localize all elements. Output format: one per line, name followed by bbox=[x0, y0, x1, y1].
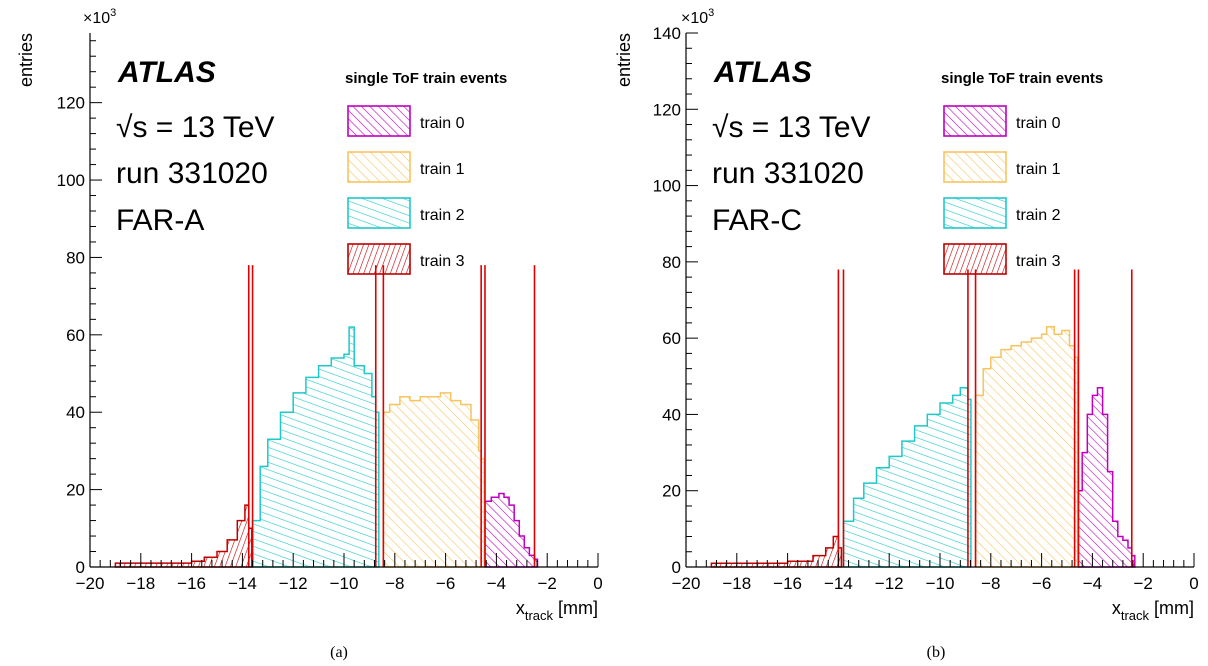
panel-a-y-tick-label-5: 100 bbox=[57, 171, 85, 190]
panel-a-legend-label-1: train 1 bbox=[420, 161, 465, 178]
panel-b-caption: (b) bbox=[927, 644, 946, 661]
panel-b-x-tick-label-2: −16 bbox=[773, 574, 802, 593]
panel-b-y-tick-label-3: 60 bbox=[662, 329, 681, 348]
panel-b-series-3 bbox=[710, 535, 843, 568]
panel-b-x-tick-label-5: −10 bbox=[926, 574, 955, 593]
panel-a-legend-title: single ToF train events bbox=[345, 70, 507, 87]
panel-a-x-tick-label-4: −12 bbox=[279, 574, 308, 593]
panel-b-legend-swatch-2 bbox=[943, 197, 1007, 229]
panel-b-legend-title: single ToF train events bbox=[941, 70, 1103, 87]
panel-b-x-tick-label-1: −18 bbox=[722, 574, 751, 593]
panel-a-y-tick-label-2: 40 bbox=[66, 403, 85, 422]
panel-b-x-tick-label-3: −14 bbox=[824, 574, 853, 593]
panel-a-station-label: FAR-A bbox=[116, 204, 204, 237]
panel-b-y-tick-label-4: 80 bbox=[662, 253, 681, 272]
panel-a-legend-swatch-0 bbox=[347, 105, 411, 137]
panel-b-y-tick-label-7: 140 bbox=[653, 24, 681, 43]
panel-a-x-tick-label-9: −2 bbox=[538, 574, 557, 593]
panel-a-xlabel: xtrack [mm] bbox=[516, 598, 598, 623]
panel-b-legend: train 0 train 1 train 2 train 3 bbox=[943, 105, 1061, 275]
panel-a-x-tick-label-6: −8 bbox=[385, 574, 404, 593]
panel-a-vlines-layer bbox=[247, 265, 536, 567]
panel-b-run-label: run 331020 bbox=[712, 157, 864, 190]
panel-a-series-3 bbox=[114, 504, 253, 568]
panel-b-station-label: FAR-C bbox=[712, 204, 802, 237]
panel-a-legend-label-3: train 3 bbox=[420, 253, 465, 270]
panel-b-ylabel: entries bbox=[614, 33, 634, 87]
panel-b-y-tick-label-5: 100 bbox=[653, 177, 681, 196]
panel-b-x-tick-label-7: −6 bbox=[1032, 574, 1051, 593]
panel-a-series-0 bbox=[484, 492, 539, 568]
panel-b-series-0 bbox=[1077, 386, 1136, 568]
panel-a-atlas-label: ATLAS bbox=[117, 56, 216, 89]
panel-b-y-tick-label-6: 120 bbox=[653, 100, 681, 119]
panel-a-caption: (a) bbox=[330, 644, 348, 661]
panel-a-x-tick-label-3: −14 bbox=[228, 574, 257, 593]
panel-b-legend-swatch-1 bbox=[943, 151, 1007, 183]
panel-b-xlabel: xtrack [mm] bbox=[1112, 598, 1194, 623]
panel-b-series-1 bbox=[974, 325, 1079, 568]
panel-b-legend-swatch-3 bbox=[943, 243, 1007, 275]
panel-a-series-layer bbox=[114, 326, 539, 568]
panel-a-exponent: ×103 bbox=[83, 7, 116, 27]
panel-a-run-label: run 331020 bbox=[116, 157, 268, 190]
panel-a-y-tick-label-0: 0 bbox=[76, 558, 85, 577]
panel-b-x-tick-label-9: −2 bbox=[1134, 574, 1153, 593]
panel-b-x-tick-label-10: 0 bbox=[1189, 574, 1198, 593]
panel-a-legend-label-0: train 0 bbox=[420, 115, 465, 132]
panel-a-legend: train 0 train 1 train 2 train 3 bbox=[347, 105, 465, 275]
panel-a-x-tick-label-2: −16 bbox=[177, 574, 206, 593]
panel-a-ylabel: entries bbox=[16, 33, 36, 87]
panel-b-atlas-label: ATLAS bbox=[713, 56, 812, 89]
panel-a-x-tick-label-5: −10 bbox=[330, 574, 359, 593]
panel-a-y-tick-label-1: 20 bbox=[66, 481, 85, 500]
panel-b-x-tick-label-6: −8 bbox=[981, 574, 1000, 593]
panel-b-x-tick-label-4: −12 bbox=[875, 574, 904, 593]
panel-b-vlines-layer bbox=[837, 269, 1133, 567]
panel-a-x-tick-label-8: −4 bbox=[487, 574, 506, 593]
panel-b-legend-label-2: train 2 bbox=[1016, 207, 1061, 224]
panel-b-y-tick-label-1: 20 bbox=[662, 482, 681, 501]
panel-a-legend-label-2: train 2 bbox=[420, 207, 465, 224]
panel-a-x-tick-label-7: −6 bbox=[436, 574, 455, 593]
panel-a-legend-swatch-2 bbox=[347, 197, 411, 229]
panel-a-x-tick-label-1: −18 bbox=[126, 574, 155, 593]
panel-a-x-tick-label-10: 0 bbox=[593, 574, 602, 593]
panel-b-legend-label-3: train 3 bbox=[1016, 253, 1061, 270]
panel-b-exponent: ×103 bbox=[681, 7, 714, 27]
panel-a-series-2 bbox=[251, 326, 380, 568]
panel-a-y-tick-label-6: 120 bbox=[57, 94, 85, 113]
panel-b-legend-swatch-0 bbox=[943, 105, 1007, 137]
panel-a-y-tick-label-4: 80 bbox=[66, 248, 85, 267]
panel-b-y-tick-label-0: 0 bbox=[672, 558, 681, 577]
panel-a-legend-swatch-3 bbox=[347, 243, 411, 275]
panel-b-series-2 bbox=[842, 386, 972, 568]
panel-a-energy-label: √s = 13 TeV bbox=[116, 111, 275, 144]
panel-b-legend-label-1: train 1 bbox=[1016, 161, 1061, 178]
panel-a-y-tick-label-3: 60 bbox=[66, 326, 85, 345]
panel-b-legend-label-0: train 0 bbox=[1016, 115, 1061, 132]
panel-a-x-tick-label-0: −20 bbox=[76, 574, 105, 593]
panel-b-series-layer bbox=[710, 325, 1136, 568]
panel-b-energy-label: √s = 13 TeV bbox=[712, 111, 871, 144]
panel-b-x-tick-label-0: −20 bbox=[672, 574, 701, 593]
panel-a-series-1 bbox=[382, 392, 485, 568]
panel-b-x-tick-label-8: −4 bbox=[1083, 574, 1102, 593]
panel-b-y-tick-label-2: 40 bbox=[662, 405, 681, 424]
panel-a-legend-swatch-1 bbox=[347, 151, 411, 183]
